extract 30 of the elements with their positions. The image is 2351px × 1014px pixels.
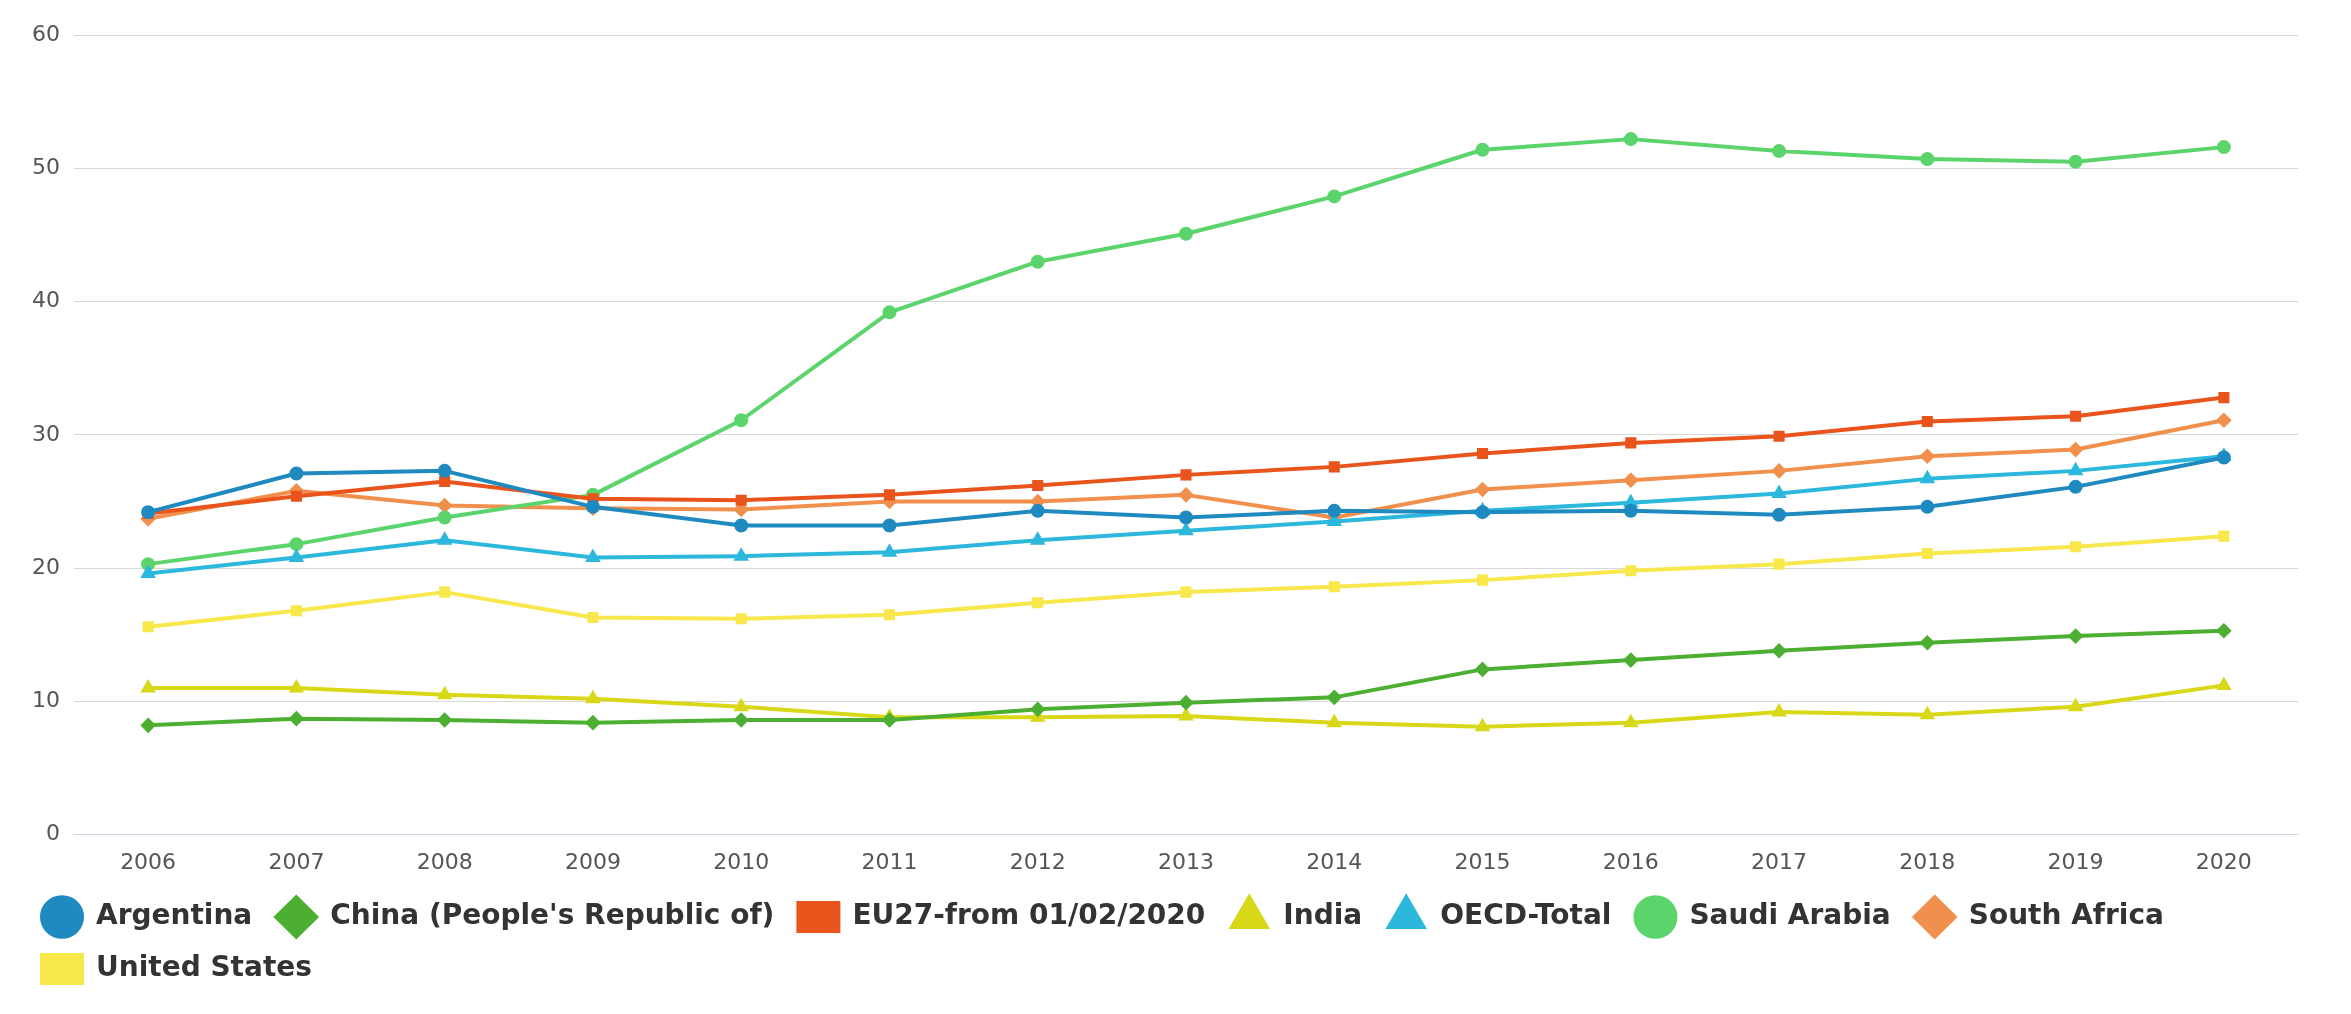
legend-label: South Africa xyxy=(1968,898,2164,932)
y-tick-label: 40 xyxy=(31,287,60,313)
y-tick-label: 30 xyxy=(31,420,60,446)
legend-label: India xyxy=(1283,898,1363,932)
x-tick-label: 2013 xyxy=(1158,848,1214,874)
x-tick-label: 2017 xyxy=(1751,848,1808,874)
x-tick-label: 2008 xyxy=(416,848,473,874)
y-tick-label: 0 xyxy=(45,820,60,846)
legend-label: China (People's Republic of) xyxy=(330,898,775,932)
legend-label: Argentina xyxy=(96,898,253,932)
x-tick-label: 2016 xyxy=(1602,848,1659,874)
y-tick-label: 50 xyxy=(31,154,60,180)
y-tick-label: 20 xyxy=(31,553,60,579)
x-tick-label: 2015 xyxy=(1454,848,1511,874)
y-tick-label: 60 xyxy=(31,20,60,46)
legend-label: EU27-from 01/02/2020 xyxy=(852,898,1206,932)
x-tick-label: 2019 xyxy=(2047,848,2104,874)
y-tick-label: 10 xyxy=(31,687,60,713)
x-tick-label: 2007 xyxy=(268,848,325,874)
legend-label: OECD-Total xyxy=(1440,898,1612,932)
x-tick-label: 2010 xyxy=(713,848,770,874)
x-tick-label: 2018 xyxy=(1899,848,1956,874)
legend-label: United States xyxy=(96,950,312,984)
x-tick-label: 2014 xyxy=(1306,848,1363,874)
x-tick-label: 2009 xyxy=(564,848,621,874)
x-tick-label: 2012 xyxy=(1009,848,1066,874)
legend-label: Saudi Arabia xyxy=(1689,898,1891,932)
x-tick-label: 2011 xyxy=(861,848,918,874)
x-tick-label: 2020 xyxy=(2195,848,2252,874)
x-tick-label: 2006 xyxy=(120,848,177,874)
